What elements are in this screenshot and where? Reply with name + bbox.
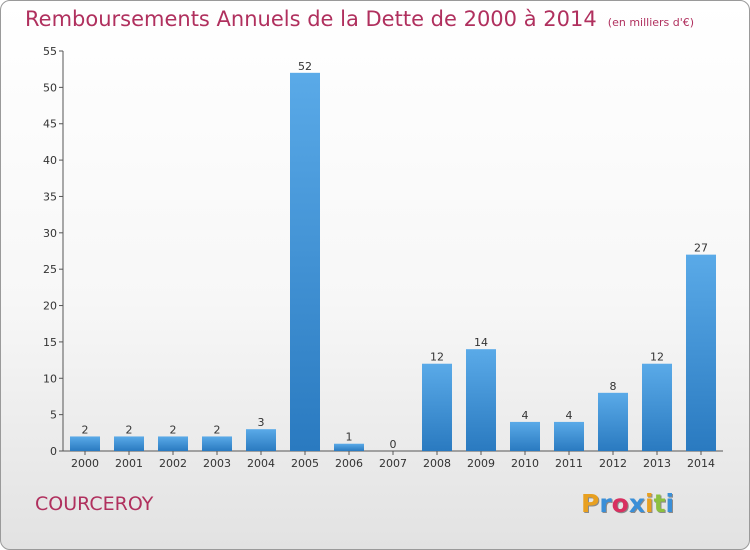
bar-2002 — [158, 436, 188, 451]
bar-value-label: 14 — [474, 336, 488, 349]
logo-letter: x — [628, 489, 645, 518]
x-tick-label: 2010 — [511, 457, 539, 470]
y-tick-label: 10 — [43, 372, 57, 385]
x-tick-label: 2004 — [247, 457, 275, 470]
bar-value-label: 1 — [346, 431, 353, 444]
bar-value-label: 2 — [82, 423, 89, 436]
x-tick-label: 2013 — [643, 457, 671, 470]
x-tick-label: 2007 — [379, 457, 407, 470]
y-tick-label: 0 — [50, 445, 57, 458]
bar-value-label: 12 — [430, 351, 444, 364]
unit-note: (en milliers d'€) — [607, 16, 695, 29]
x-tick-label: 2003 — [203, 457, 231, 470]
bar-2003 — [202, 436, 232, 451]
x-tick-label: 2014 — [687, 457, 715, 470]
y-tick-label: 30 — [43, 227, 57, 240]
y-tick-label: 50 — [43, 81, 57, 94]
x-tick-label: 2009 — [467, 457, 495, 470]
bar-2008 — [422, 363, 452, 451]
logo-letter: r — [599, 489, 612, 518]
x-tick-label: 2012 — [599, 457, 627, 470]
y-tick-label: 40 — [43, 154, 57, 167]
logo-letter: P — [581, 489, 600, 518]
x-tick-label: 2001 — [115, 457, 143, 470]
bar-value-label: 2 — [126, 423, 133, 436]
y-tick-label: 25 — [43, 263, 57, 276]
bar-2004 — [246, 429, 276, 451]
bar-2013 — [642, 363, 672, 451]
x-tick-label: 2000 — [71, 457, 99, 470]
logo-letter: o — [611, 489, 629, 518]
proxiti-logo: Proxiti — [581, 489, 674, 518]
logo-letter: i — [665, 489, 675, 518]
bar-2011 — [554, 421, 584, 451]
bar-value-label: 4 — [566, 409, 573, 422]
bar-value-label: 4 — [522, 409, 529, 422]
commune-name: COURCEROY — [35, 493, 154, 515]
bar-value-label: 2 — [170, 423, 177, 436]
x-tick-label: 2005 — [291, 457, 319, 470]
x-tick-label: 2002 — [159, 457, 187, 470]
y-tick-label: 35 — [43, 190, 57, 203]
chart-title-block: Remboursements Annuels de la Dette de 20… — [25, 7, 694, 31]
bar-2000 — [70, 436, 100, 451]
bar-2012 — [598, 392, 628, 451]
bar-2001 — [114, 436, 144, 451]
bar-2009 — [466, 349, 496, 451]
y-tick-label: 45 — [43, 118, 57, 131]
x-tick-label: 2006 — [335, 457, 363, 470]
logo-letter: i — [645, 489, 654, 518]
bar-value-label: 12 — [650, 351, 664, 364]
bar-2010 — [510, 421, 540, 451]
bar-value-label: 0 — [390, 438, 397, 451]
bar-2006 — [334, 443, 364, 451]
bar-value-label: 2 — [214, 423, 221, 436]
bar-2005 — [290, 72, 320, 452]
y-tick-label: 5 — [50, 409, 57, 422]
x-tick-label: 2011 — [555, 457, 583, 470]
bar-2014 — [686, 254, 716, 451]
bar-value-label: 52 — [298, 60, 312, 73]
bar-value-label: 3 — [258, 416, 265, 429]
x-tick-label: 2008 — [423, 457, 451, 470]
y-tick-label: 20 — [43, 300, 57, 313]
y-tick-label: 55 — [43, 45, 57, 58]
chart-title: Remboursements Annuels de la Dette de 20… — [25, 7, 597, 31]
bar-value-label: 8 — [610, 380, 617, 393]
logo-letter: t — [653, 489, 666, 518]
y-tick-label: 15 — [43, 336, 57, 349]
bar-value-label: 27 — [694, 242, 708, 255]
